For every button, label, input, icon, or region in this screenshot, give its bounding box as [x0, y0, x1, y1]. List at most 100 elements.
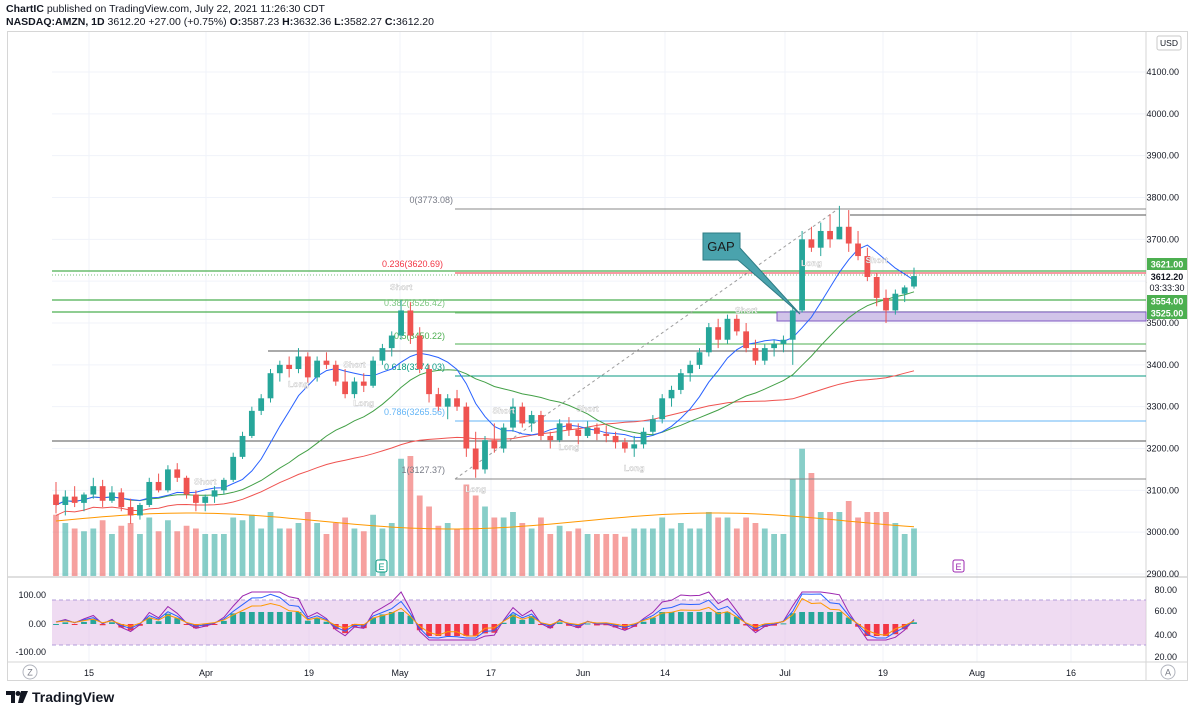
short-signal-label: Short	[866, 255, 888, 265]
candle-body	[165, 469, 171, 491]
candle-body	[687, 364, 694, 374]
volume-bar	[510, 512, 516, 576]
oscillator-pane: 100.00 0.00 -100.00 80.00 60.00 40.00 20…	[15, 585, 1177, 662]
candle-body	[556, 423, 563, 441]
short-signal-label: Short	[735, 305, 757, 315]
osc-hist-bar	[155, 621, 162, 624]
candle-body	[183, 477, 190, 495]
volume-bar	[155, 531, 162, 576]
candle-body	[547, 435, 554, 441]
volume-bar	[556, 525, 563, 576]
fib-618-label: 0.618(3374.03)	[384, 362, 445, 372]
tag-3554-bg	[1147, 295, 1187, 307]
osc-hist-bar	[538, 624, 544, 626]
volume-bar	[547, 534, 554, 576]
gap-callout: GAP	[702, 232, 801, 315]
osc-hist-bar	[314, 617, 321, 624]
candle-body	[295, 356, 302, 370]
volume-bar	[724, 517, 731, 576]
candle-body	[668, 389, 675, 399]
auto-scale-button[interactable]	[1160, 664, 1176, 680]
earnings-marker-may[interactable]	[375, 559, 388, 573]
time-axis[interactable]: Z A 15 Apr 19 May 17 Jun 14 Jul 19 Aug 16	[22, 664, 1176, 680]
volume-bar	[53, 514, 59, 576]
candle-body	[733, 318, 740, 332]
volume-bar	[500, 517, 507, 576]
volume-bar	[332, 523, 339, 576]
osc-hist-bar	[808, 612, 815, 624]
long-signal-label: Long	[624, 463, 645, 473]
volume-bar	[491, 517, 498, 576]
candle-body	[351, 381, 358, 395]
osc-hist-bar	[388, 612, 395, 624]
osc-hist-bar	[463, 624, 470, 636]
osc-hist-bar	[603, 624, 610, 626]
currency-badge[interactable]	[1156, 35, 1182, 51]
gap-zone	[776, 311, 1147, 322]
volume-ma-line	[55, 512, 915, 530]
volume-bar	[566, 531, 572, 576]
osc-hist-bar	[211, 624, 218, 625]
osc-hist-bar	[267, 612, 274, 624]
short-signal-label: Short	[576, 403, 598, 413]
osc-hist-bar	[733, 616, 740, 624]
tag-3525: 3525.00	[1151, 309, 1184, 319]
time-tick-label: 19	[304, 668, 314, 678]
osc-hist-bar	[827, 612, 833, 624]
candles	[53, 205, 917, 524]
volume-bar	[901, 534, 908, 576]
time-tick-label: May	[391, 668, 409, 678]
last-price-header: 3612.20	[107, 16, 146, 28]
candle-body	[360, 381, 367, 386]
tradingview-logo-icon	[6, 691, 28, 703]
osc-hist-bar	[276, 612, 283, 624]
osc-hist-bar	[705, 612, 712, 624]
candle-body	[528, 415, 535, 424]
osc-hist-bar	[304, 620, 311, 624]
long-signal-label: Long	[559, 442, 580, 452]
osc-left-tick-neg100: -100.00	[15, 647, 46, 657]
osc-right-tick-60: 60.00	[1154, 606, 1177, 616]
candle-body	[827, 230, 833, 240]
price-axis[interactable]: USD 4100.00 4000.00 3900.00 3800.00 3700.00 3…	[1146, 35, 1182, 579]
volume-bar	[211, 534, 218, 576]
candle-body	[53, 494, 59, 505]
volume-bar	[892, 523, 899, 576]
zoom-button[interactable]	[22, 664, 38, 680]
time-tick-label: Apr	[199, 668, 213, 678]
candle-body	[90, 486, 97, 495]
osc-hist-bar	[127, 624, 134, 631]
candle-body	[855, 243, 861, 257]
volume-bar	[780, 534, 787, 576]
time-tick-label: 15	[84, 668, 94, 678]
osc-hist-bar	[454, 624, 460, 636]
time-tick-label: Jul	[779, 668, 791, 678]
osc-hist-bar	[174, 618, 181, 624]
volume-bar	[81, 531, 87, 576]
candle-body	[388, 335, 395, 349]
symbol-name: NASDAQ:AMZN, 1D	[6, 16, 105, 28]
volume-bar	[407, 456, 414, 576]
price-tick-label: 3700.00	[1146, 234, 1179, 244]
gap-callout-shape	[702, 232, 801, 315]
earnings-marker-jul[interactable]	[952, 559, 965, 573]
candle-body	[538, 415, 544, 436]
volume-bar	[314, 523, 321, 576]
osc-blue-line	[55, 593, 915, 639]
fib-1-label: 1(3127.37)	[401, 465, 445, 475]
candle-body	[659, 398, 666, 420]
candle-body	[127, 507, 134, 516]
candle-body	[398, 310, 404, 336]
ma-blue-line	[55, 244, 915, 506]
volume-ma	[55, 512, 915, 530]
price-tick-label: 3100.00	[1146, 485, 1179, 495]
candle-body	[435, 394, 442, 407]
time-tick-label: Aug	[969, 668, 985, 678]
volume-bar	[165, 520, 171, 576]
candle-body	[640, 431, 647, 445]
osc-hist-bar	[528, 616, 535, 624]
osc-hist-bar	[416, 624, 423, 631]
candle-body	[705, 327, 712, 353]
earnings-marker-text-2: E	[955, 562, 961, 572]
